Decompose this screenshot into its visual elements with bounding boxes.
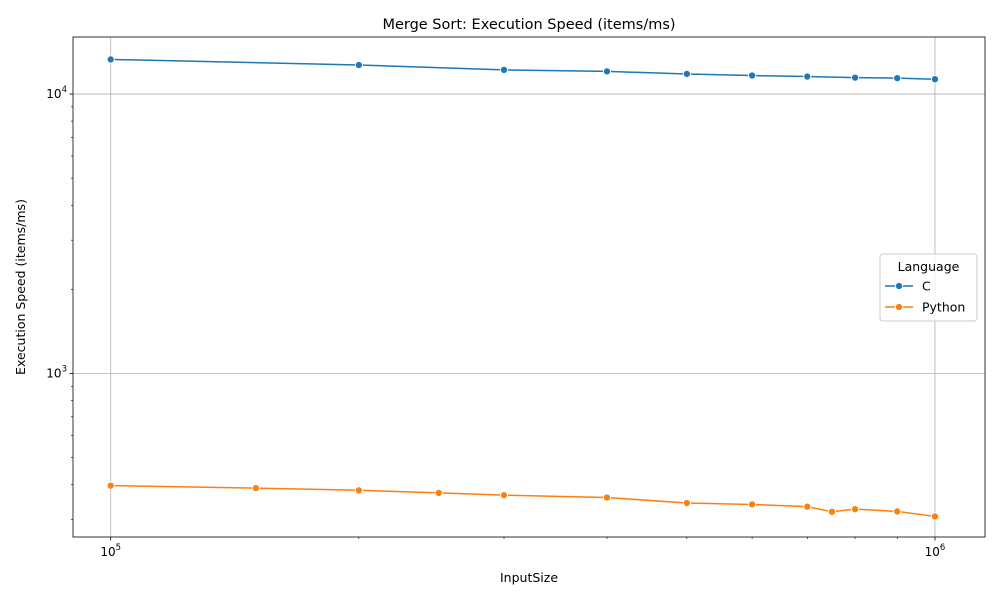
- legend-marker-python: [894, 302, 904, 312]
- y-tick-label: 103: [46, 365, 67, 381]
- data-point-python: [827, 507, 837, 516]
- data-point-c: [893, 74, 902, 83]
- data-point-python: [930, 512, 940, 521]
- data-point-c: [602, 67, 612, 76]
- data-point-c: [930, 75, 940, 84]
- y-tick-label: 104: [46, 85, 67, 101]
- legend-box: [879, 253, 978, 322]
- x-tick-label: 105: [100, 543, 121, 559]
- series-c: [106, 55, 940, 84]
- data-point-python: [434, 488, 443, 497]
- legend-marker-c: [894, 281, 904, 291]
- legend-label-python: Python: [922, 300, 965, 315]
- legend-label-c: C: [922, 279, 931, 294]
- data-point-c: [803, 72, 812, 81]
- data-point-c: [851, 73, 860, 82]
- series-line-c: [110, 58, 935, 80]
- data-point-python: [602, 493, 612, 502]
- series-layer: [106, 55, 940, 521]
- data-point-python: [499, 491, 509, 500]
- ticks: 105 106 103 104: [46, 85, 945, 559]
- data-point-python: [893, 507, 902, 516]
- series-python: [106, 481, 940, 521]
- legend-title: Language: [898, 259, 960, 274]
- data-point-c: [106, 55, 115, 64]
- data-point-python: [354, 486, 363, 495]
- legend-entry-python: Python: [885, 300, 965, 315]
- x-axis-label: InputSize: [500, 570, 558, 585]
- legend: Language C Python: [879, 253, 978, 322]
- data-point-python: [682, 498, 691, 508]
- data-point-c: [748, 71, 757, 80]
- data-point-c: [499, 65, 509, 74]
- legend-entry-c: C: [885, 279, 931, 294]
- data-point-python: [803, 502, 812, 511]
- data-point-python: [251, 484, 260, 493]
- data-point-python: [106, 481, 115, 490]
- data-point-python: [748, 500, 757, 509]
- data-point-python: [851, 505, 860, 514]
- y-axis-label: Execution Speed (items/ms): [13, 199, 28, 375]
- chart-title: Merge Sort: Execution Speed (items/ms): [382, 17, 675, 33]
- plot-frame: [72, 36, 986, 538]
- data-point-c: [682, 69, 691, 79]
- data-point-c: [354, 60, 363, 70]
- x-tick-label: 106: [925, 543, 946, 559]
- legend-entries: C Python: [885, 279, 965, 315]
